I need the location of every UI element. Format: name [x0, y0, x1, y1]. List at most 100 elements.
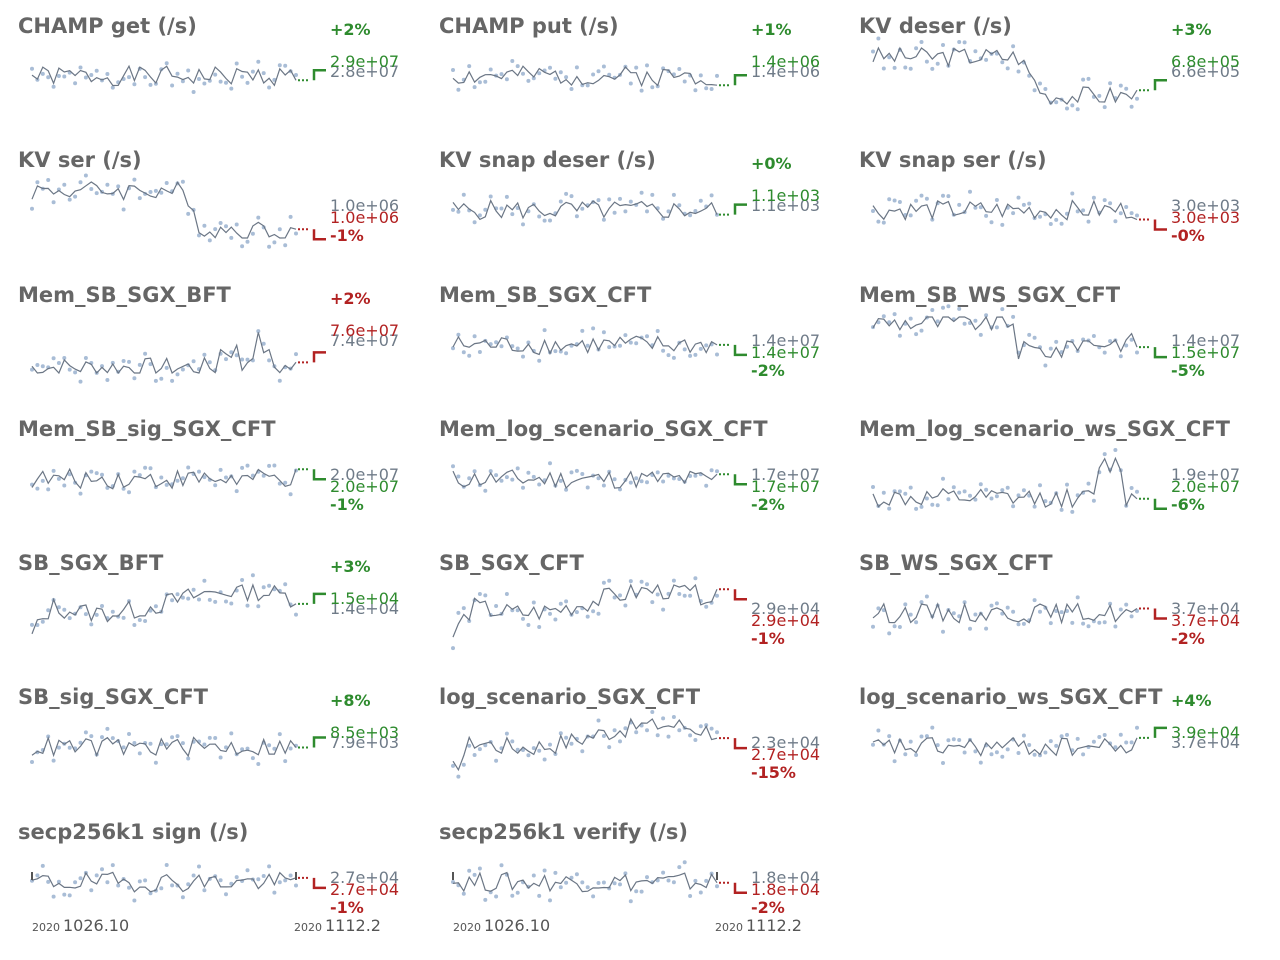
sample-dot	[267, 85, 272, 90]
sample-dot	[483, 743, 488, 748]
sample-dot	[180, 895, 185, 900]
sample-dot	[504, 592, 509, 596]
sample-dot	[56, 74, 61, 78]
sample-dot	[688, 474, 693, 478]
sample-dot	[283, 243, 288, 248]
sample-dot	[40, 364, 45, 369]
sample-dot	[698, 890, 703, 895]
sample-dot	[1070, 620, 1075, 625]
new-value-label: 1.7e+07	[751, 477, 821, 496]
sample-dot	[989, 220, 994, 225]
sample-dot	[477, 747, 482, 752]
benchmark-panel: KV snap deser (/s) 1.1e+03 1.1e+03 +0%	[421, 134, 841, 268]
benchmark-panel: SB_SGX_BFT 1.4e+04 1.5e+04 +3%	[0, 537, 420, 671]
sample-dot	[234, 875, 239, 880]
sample-dot	[542, 757, 547, 762]
sample-dot	[202, 475, 207, 480]
baseline-value-label: 1.4e+06	[751, 62, 821, 81]
sample-dot	[56, 476, 61, 481]
sample-dot	[876, 219, 881, 224]
sample-dot	[537, 625, 542, 629]
sparkline-chart	[30, 573, 326, 635]
sample-dot	[618, 882, 622, 887]
sample-dot	[35, 180, 40, 185]
sample-dot	[121, 486, 126, 491]
sample-dot	[121, 745, 126, 750]
sample-dot	[277, 481, 282, 486]
sample-dot	[1124, 86, 1129, 91]
sample-dot	[153, 378, 158, 383]
sample-dot	[564, 75, 569, 80]
trend-line	[452, 335, 718, 356]
sample-dot	[564, 191, 569, 196]
sample-dot	[580, 328, 585, 333]
sample-dot	[477, 213, 482, 218]
trend-line	[31, 736, 297, 758]
sample-dot	[1054, 339, 1059, 344]
sample-dot	[591, 609, 596, 614]
sample-dot	[73, 81, 78, 86]
sample-dot	[1016, 622, 1021, 627]
sample-dot	[612, 728, 617, 733]
sample-dot	[472, 85, 477, 90]
sample-dot	[1124, 740, 1129, 745]
sample-dot	[461, 891, 466, 896]
sample-dot	[159, 886, 164, 891]
sample-dot	[558, 70, 563, 75]
sample-dot	[451, 346, 455, 351]
sparkline-chart	[451, 461, 747, 493]
sample-dot	[887, 320, 892, 325]
panel-title: secp256k1 sign (/s)	[18, 820, 249, 844]
sample-dot	[127, 75, 131, 80]
sample-dot	[908, 739, 913, 744]
benchmark-panel: log_scenario_SGX_CFT 2.3e+04 2.7e+04 -15%	[421, 671, 841, 805]
sample-dot	[488, 67, 493, 72]
sample-dot	[78, 740, 83, 745]
sample-dot	[164, 482, 169, 487]
sample-dot	[170, 598, 175, 603]
sample-dot	[1091, 498, 1096, 503]
sample-dot	[1118, 354, 1123, 359]
sample-dot	[645, 875, 649, 880]
sample-dot	[1135, 213, 1139, 218]
new-value-label: 3.7e+04	[1171, 611, 1241, 630]
sample-dot	[1011, 504, 1016, 509]
sample-dot	[1124, 205, 1129, 209]
sample-dot	[202, 352, 207, 357]
sample-dot	[89, 469, 94, 474]
sample-dot	[477, 592, 482, 596]
sample-dot	[283, 878, 288, 883]
sample-dot	[202, 578, 207, 583]
sample-dot	[186, 596, 191, 601]
sample-dot	[46, 879, 51, 884]
sample-dot	[1059, 610, 1064, 615]
sample-dot	[526, 753, 531, 758]
sample-dot	[272, 746, 277, 751]
sample-dot	[62, 182, 67, 187]
sample-dot	[110, 609, 115, 614]
sample-dot	[558, 199, 563, 204]
sample-dot	[871, 485, 875, 489]
sample-dot	[548, 218, 552, 223]
sample-dot	[973, 497, 978, 502]
sample-dot	[1086, 76, 1091, 81]
sample-dot	[591, 326, 596, 331]
sample-dot	[46, 608, 51, 613]
sample-dot	[100, 604, 104, 608]
sample-dot	[250, 756, 255, 761]
sample-dot	[989, 752, 994, 757]
sample-dot	[1081, 77, 1086, 82]
sample-dot	[1135, 608, 1139, 613]
sample-dot	[574, 610, 579, 615]
sample-dot	[224, 745, 228, 750]
sample-dot	[488, 194, 493, 199]
change-step-marker	[1153, 219, 1167, 231]
sample-dot	[564, 487, 569, 492]
new-value-label: 1.0e+06	[330, 208, 400, 227]
sample-dot	[978, 482, 983, 487]
sample-dot	[1091, 334, 1096, 338]
sample-dot	[132, 741, 137, 745]
sample-dot	[250, 69, 255, 74]
sample-dot	[67, 745, 72, 750]
sample-dot	[467, 476, 472, 481]
